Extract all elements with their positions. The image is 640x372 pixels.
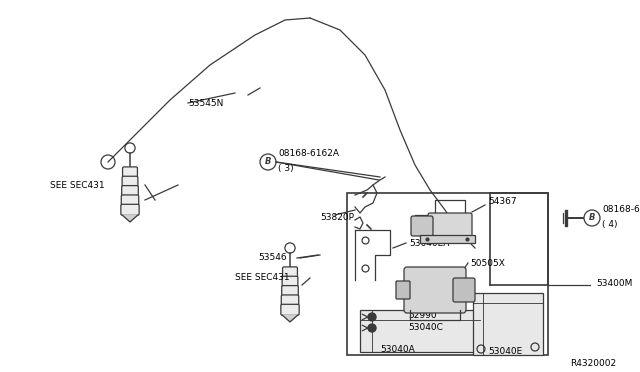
- Polygon shape: [282, 315, 298, 322]
- Text: B: B: [265, 157, 271, 167]
- Text: 53040A: 53040A: [380, 346, 415, 355]
- FancyBboxPatch shape: [281, 295, 299, 306]
- Text: 08168-6162A: 08168-6162A: [602, 205, 640, 215]
- Text: 54367: 54367: [488, 198, 516, 206]
- FancyBboxPatch shape: [121, 204, 139, 215]
- FancyBboxPatch shape: [122, 167, 138, 178]
- Text: R4320002: R4320002: [570, 359, 616, 368]
- Bar: [420, 235, 475, 243]
- Circle shape: [368, 324, 376, 332]
- FancyBboxPatch shape: [411, 216, 433, 236]
- Text: SEE SEC431: SEE SEC431: [235, 273, 290, 282]
- Bar: [360, 310, 480, 352]
- FancyBboxPatch shape: [282, 276, 298, 287]
- Text: B: B: [589, 214, 595, 222]
- Text: 53040C: 53040C: [408, 324, 443, 333]
- FancyBboxPatch shape: [396, 281, 410, 299]
- FancyBboxPatch shape: [282, 267, 298, 278]
- Text: 53040E: 53040E: [488, 347, 522, 356]
- Bar: [347, 193, 548, 355]
- FancyBboxPatch shape: [282, 286, 298, 296]
- Text: 53400M: 53400M: [596, 279, 632, 288]
- Text: 53820P: 53820P: [320, 214, 354, 222]
- FancyBboxPatch shape: [428, 213, 472, 239]
- FancyBboxPatch shape: [122, 176, 138, 187]
- FancyBboxPatch shape: [453, 278, 475, 302]
- Text: ( 4): ( 4): [602, 219, 618, 228]
- FancyBboxPatch shape: [281, 304, 299, 315]
- Text: ( 3): ( 3): [278, 164, 294, 173]
- FancyBboxPatch shape: [404, 267, 466, 313]
- Text: 52990: 52990: [408, 311, 436, 320]
- Text: SEE SEC431: SEE SEC431: [50, 180, 104, 189]
- Text: 50505X: 50505X: [470, 259, 505, 267]
- Text: 08168-6162A: 08168-6162A: [278, 150, 339, 158]
- Text: 53546: 53546: [258, 253, 287, 263]
- Text: 53040EA: 53040EA: [409, 238, 449, 247]
- Bar: [473, 293, 543, 355]
- FancyBboxPatch shape: [122, 186, 138, 196]
- Circle shape: [368, 313, 376, 321]
- FancyBboxPatch shape: [121, 195, 139, 206]
- Polygon shape: [122, 215, 138, 222]
- Text: 53545N: 53545N: [188, 99, 223, 108]
